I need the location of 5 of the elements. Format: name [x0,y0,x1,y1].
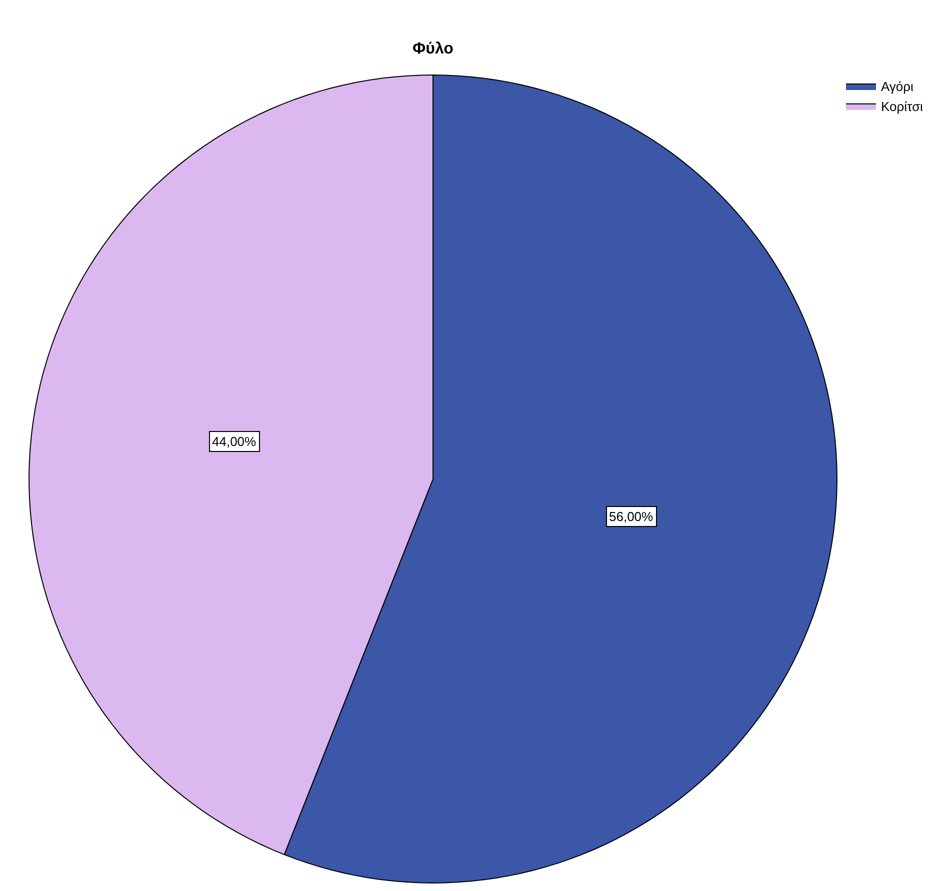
chart-title: Φύλο [412,40,454,58]
data-label: 56,00% [609,509,654,524]
data-label: 44,00% [212,434,257,449]
legend-label: Κορίτσι [881,98,923,114]
legend-label: Αγόρι [881,79,914,94]
